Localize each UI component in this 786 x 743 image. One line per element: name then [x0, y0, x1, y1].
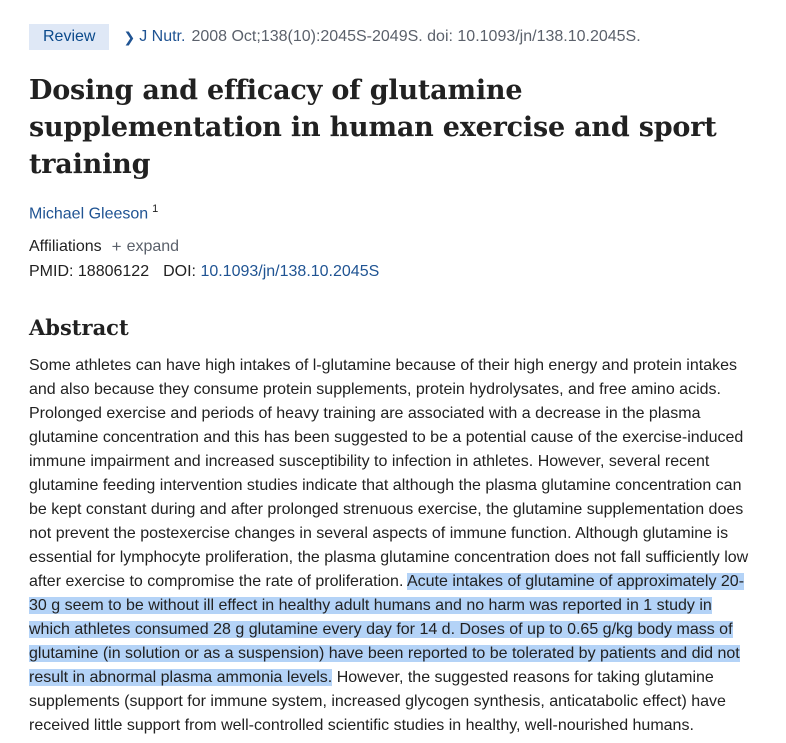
author-affiliation-ref[interactable]: 1 [152, 203, 159, 215]
citation-text: 2008 Oct;138(10):2045S-2049S. doi: 10.10… [191, 28, 641, 45]
review-badge: Review [29, 24, 110, 50]
identifiers: PMID: 18806122 DOI: 10.1093/jn/138.10.204… [29, 263, 786, 281]
abstract-heading: Abstract [29, 315, 129, 341]
author-link[interactable]: Michael Gleeson [29, 205, 149, 223]
pmid-value: 18806122 [77, 263, 150, 281]
pmid-label: PMID: [29, 263, 74, 281]
expand-button[interactable]: expand [126, 238, 180, 256]
doi-link[interactable]: 10.1093/jn/138.10.2045S [200, 263, 380, 281]
journal-link[interactable]: J Nutr. [139, 28, 186, 45]
plus-icon[interactable]: + [111, 237, 122, 257]
citation-line: Review ❯ J Nutr. 2008 Oct;138(10):2045S-… [29, 0, 786, 50]
abstract-text: Some athletes can have high intakes of l… [29, 354, 754, 738]
article-title: Dosing and efficacy of glutamine supplem… [29, 75, 717, 180]
chevron-right-icon: ❯ [123, 28, 136, 45]
doi-label: DOI: [163, 263, 196, 281]
abstract-part-2: However, the suggested reasons for takin… [29, 669, 726, 735]
affiliations-toggle[interactable]: Affiliations + expand [29, 237, 786, 257]
affiliations-label: Affiliations [29, 238, 102, 256]
abstract-part-1: Some athletes can have high intakes of l… [29, 357, 749, 591]
author-list: Michael Gleeson 1 [29, 203, 786, 223]
